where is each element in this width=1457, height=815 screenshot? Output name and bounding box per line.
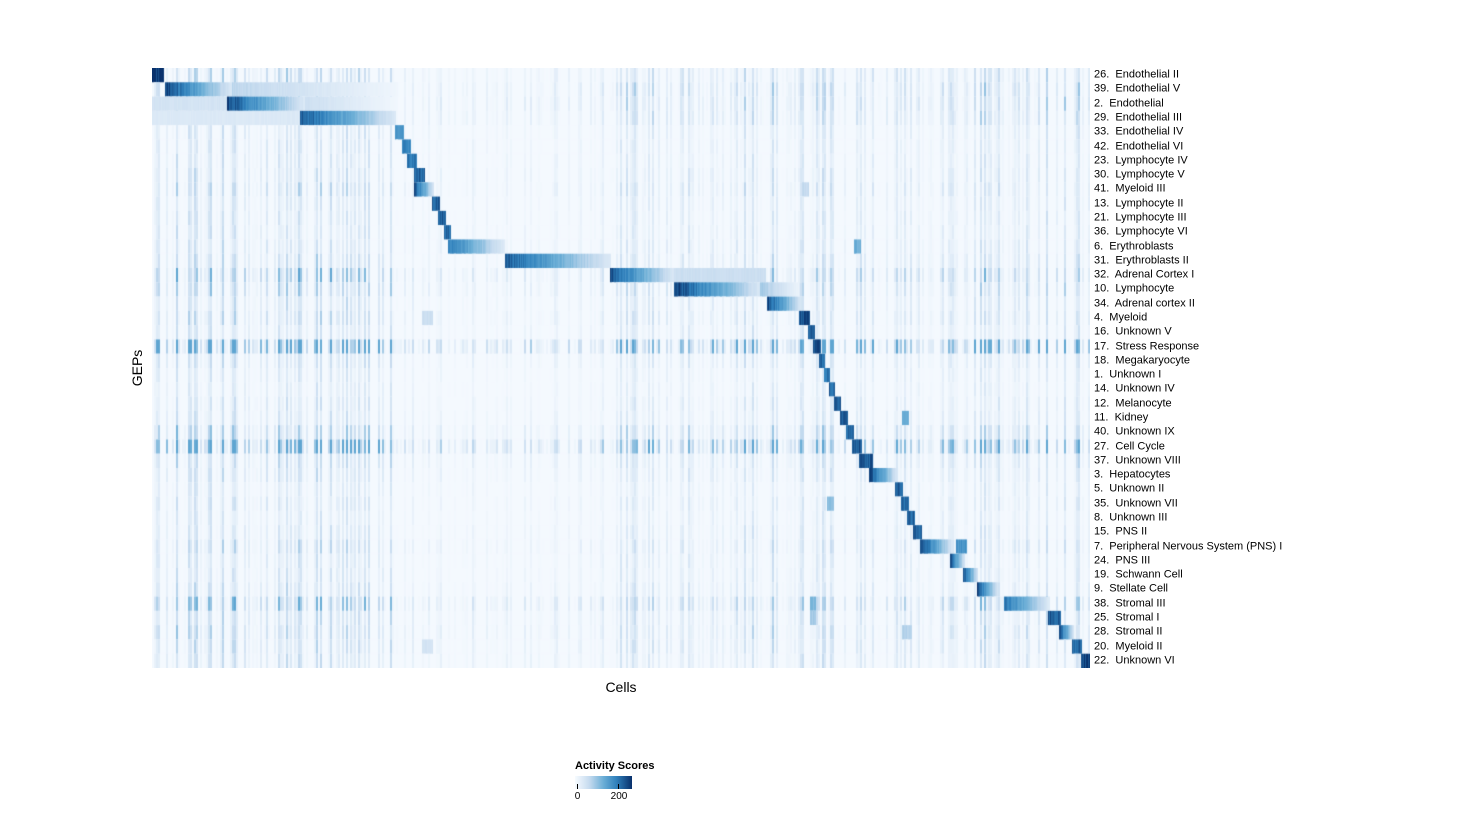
row-label: 8. Unknown III [1094,511,1168,524]
colorbar-tick-200 [618,784,619,789]
row-label: 16. Unknown V [1094,325,1172,338]
row-label: 11. Kidney [1094,411,1149,424]
row-label: 5. Unknown II [1094,482,1165,495]
row-label: 2. Endothelial [1094,97,1164,110]
row-label: 42. Endothelial VI [1094,140,1184,153]
row-label: 28. Stromal II [1094,625,1163,638]
row-label: 17. Stress Response [1094,340,1200,353]
row-label: 23. Lymphocyte IV [1094,154,1188,167]
row-label: 26. Endothelial II [1094,68,1180,81]
colorbar-tick-0 [577,784,578,789]
row-label: 29. Endothelial III [1094,111,1183,124]
legend-max-label: 200 [610,791,628,802]
row-label: 31. Erythroblasts II [1094,254,1189,267]
row-label: 19. Schwann Cell [1094,568,1183,581]
row-label: 35. Unknown VII [1094,497,1178,510]
row-label: 6. Erythroblasts [1094,240,1174,253]
row-label: 36. Lymphocyte VI [1094,225,1188,238]
row-label: 34. Adrenal cortex II [1094,297,1195,310]
legend-min-label: 0 [574,791,581,802]
row-label: 15. PNS II [1094,525,1148,538]
row-label: 37. Unknown VIII [1094,454,1181,467]
row-label: 30. Lymphocyte V [1094,168,1185,181]
row-label: 3. Hepatocytes [1094,468,1171,481]
row-label: 32. Adrenal Cortex I [1094,268,1195,281]
row-label: 1. Unknown I [1094,368,1162,381]
row-label: 40. Unknown IX [1094,425,1175,438]
colorbar-tick-labels: 0 200 [575,791,715,805]
row-label: 25. Stromal I [1094,611,1160,624]
row-label: 18. Megakaryocyte [1094,354,1190,367]
y-axis-label: GEPs [129,349,145,387]
row-label: 20. Myeloid II [1094,640,1163,653]
row-label: 38. Stromal III [1094,597,1166,610]
row-label: 24. PNS III [1094,554,1151,567]
row-label: 9. Stellate Cell [1094,582,1168,595]
x-axis-label: Cells [605,679,637,695]
colorbar-gradient [575,776,632,789]
row-label: 10. Lymphocyte [1094,282,1175,295]
row-label: 7. Peripheral Nervous System (PNS) I [1094,540,1283,553]
legend-title: Activity Scores [575,760,655,772]
row-label: 22. Unknown VI [1094,654,1175,667]
row-labels: 26. Endothelial II 39. Endothelial V 2. En… [1094,68,1424,668]
colorbar-legend: Activity Scores 0 200 [575,760,715,805]
row-label: 12. Melanocyte [1094,397,1172,410]
row-label: 13. Lymphocyte II [1094,197,1184,210]
row-label: 27. Cell Cycle [1094,440,1165,453]
row-label: 39. Endothelial V [1094,82,1181,95]
row-label: 14. Unknown IV [1094,382,1175,395]
row-label: 33. Endothelial IV [1094,125,1184,138]
heatmap-canvas [152,68,1090,668]
row-label: 4. Myeloid [1094,311,1148,324]
row-label: 21. Lymphocyte III [1094,211,1187,224]
row-label: 41. Myeloid III [1094,182,1166,195]
